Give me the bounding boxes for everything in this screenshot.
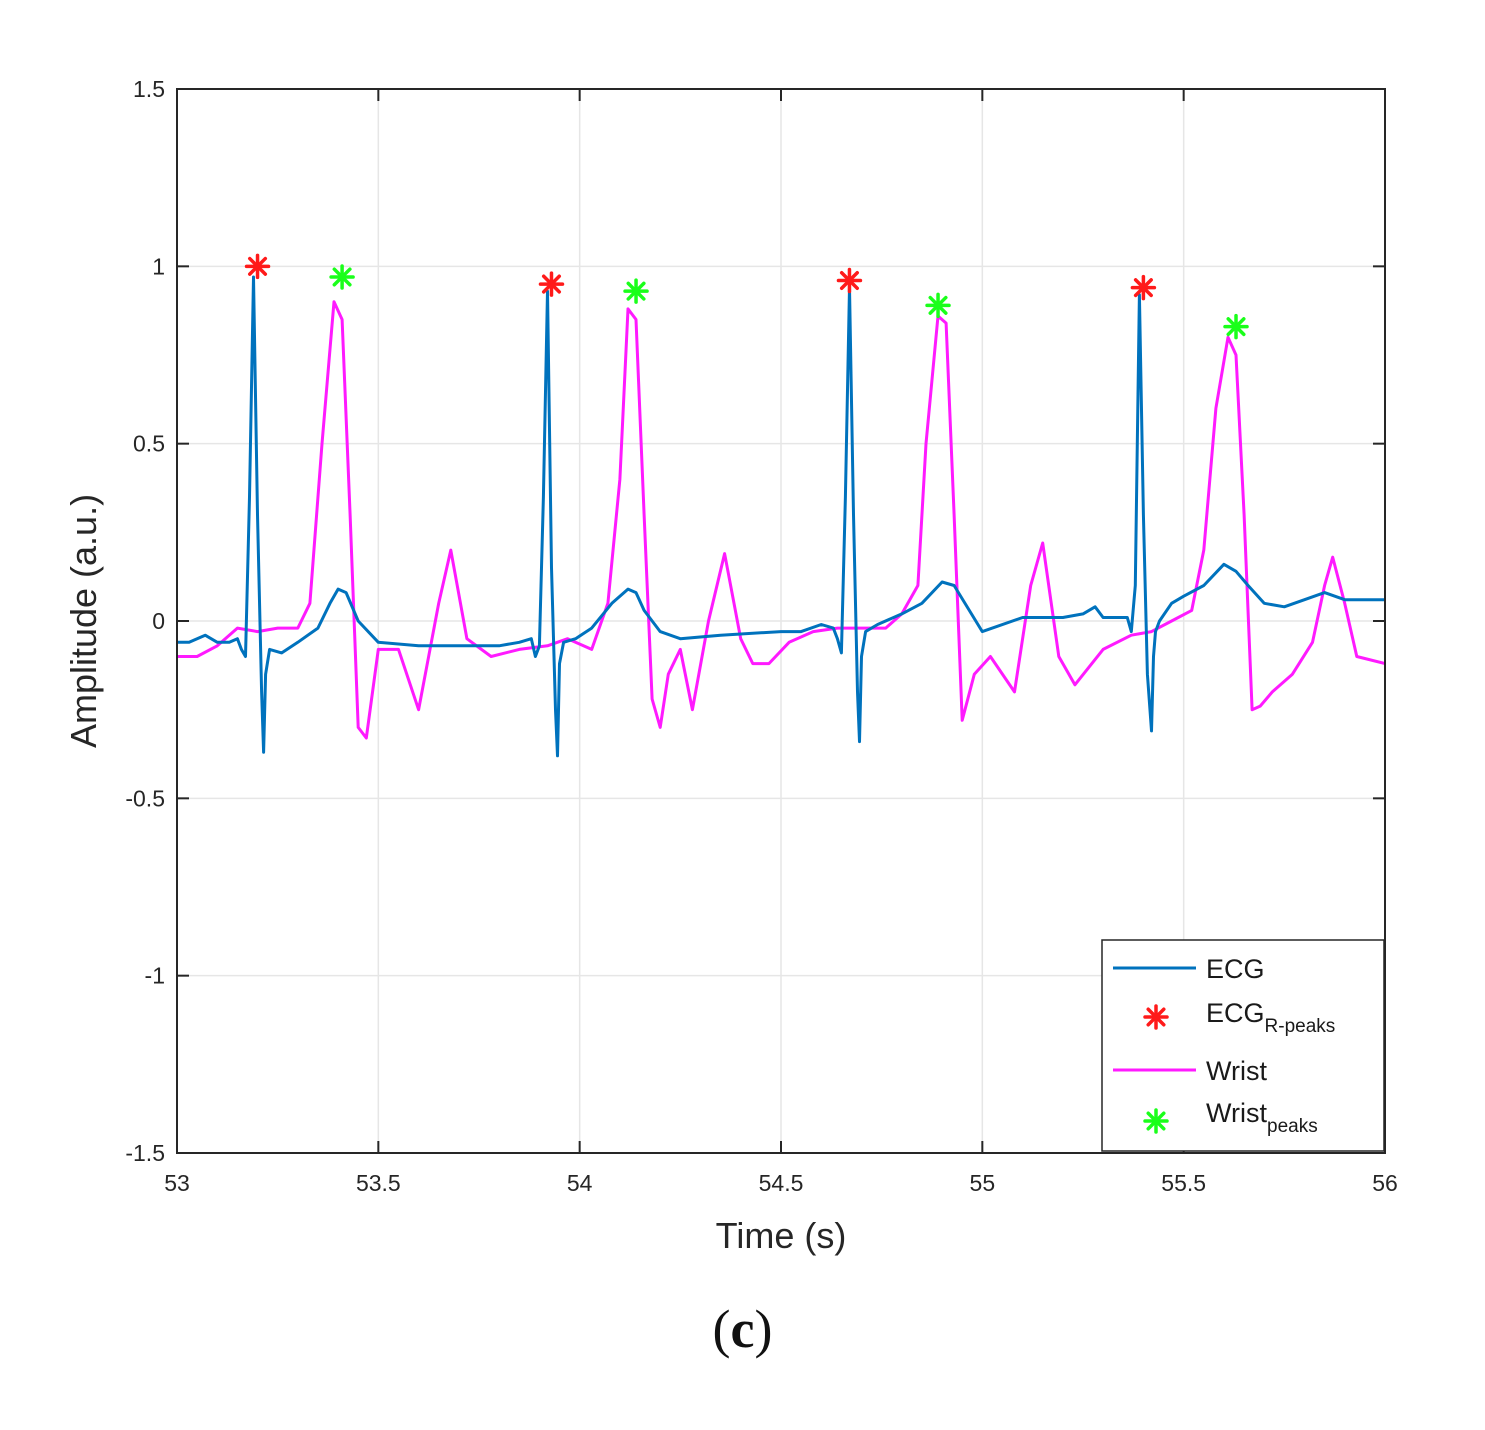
y-tick-label: -1 <box>145 963 165 989</box>
legend-wrist-peaks-label: Wristpeaks <box>1206 1098 1318 1137</box>
x-tick-label: 55.5 <box>1161 1170 1206 1196</box>
legend-ecg-label: ECG <box>1206 954 1265 984</box>
ecg-r-peaks-marker <box>836 267 863 294</box>
legend-wrist-label: Wrist <box>1206 1056 1267 1086</box>
y-tick-label: -0.5 <box>125 785 165 811</box>
legend-r-peak-star <box>1143 1004 1169 1030</box>
caption-letter: c <box>730 1299 755 1359</box>
y-axis-label: Amplitude (a.u.) <box>63 494 104 748</box>
wrist-peaks-marker <box>1223 313 1249 340</box>
legend-wrist-peaks-marker <box>1143 1108 1169 1134</box>
x-tick-label: 53 <box>164 1170 190 1196</box>
x-tick-label: 53.5 <box>356 1170 401 1196</box>
wrist-line <box>177 300 1385 740</box>
x-tick-label: 56 <box>1372 1170 1398 1196</box>
y-tick-label: 0.5 <box>133 431 165 457</box>
ecg-line <box>177 275 1385 758</box>
x-tick-label: 54 <box>567 1170 593 1196</box>
y-tick-label: 1.5 <box>133 76 165 102</box>
ecg-r-peaks-marker <box>538 271 565 297</box>
wrist-peaks-marker <box>329 264 355 290</box>
y-tick-label: -1.5 <box>125 1140 165 1166</box>
wrist-peaks-marker <box>925 292 951 319</box>
legend-r-peaks-marker <box>1143 1004 1169 1030</box>
ecg-r-peaks-marker <box>1130 274 1157 301</box>
legend: ECG ECGR-peaks Wrist Wristpeaks <box>1101 939 1385 1152</box>
legend-wrist-peak-star <box>1143 1108 1169 1134</box>
y-tick-label: 1 <box>152 253 165 279</box>
y-tick-label: 0 <box>152 608 165 634</box>
ecg-r-peaks-marker <box>244 253 271 280</box>
plot-area <box>177 253 1385 758</box>
legend-r-peaks-label: ECGR-peaks <box>1206 998 1335 1037</box>
x-axis-label: Time (s) <box>716 1215 847 1256</box>
x-tick-label: 54.5 <box>759 1170 804 1196</box>
wrist-peaks-marker <box>623 278 649 304</box>
x-tick-label: 55 <box>970 1170 996 1196</box>
figure-caption: (c) <box>712 1299 773 1359</box>
